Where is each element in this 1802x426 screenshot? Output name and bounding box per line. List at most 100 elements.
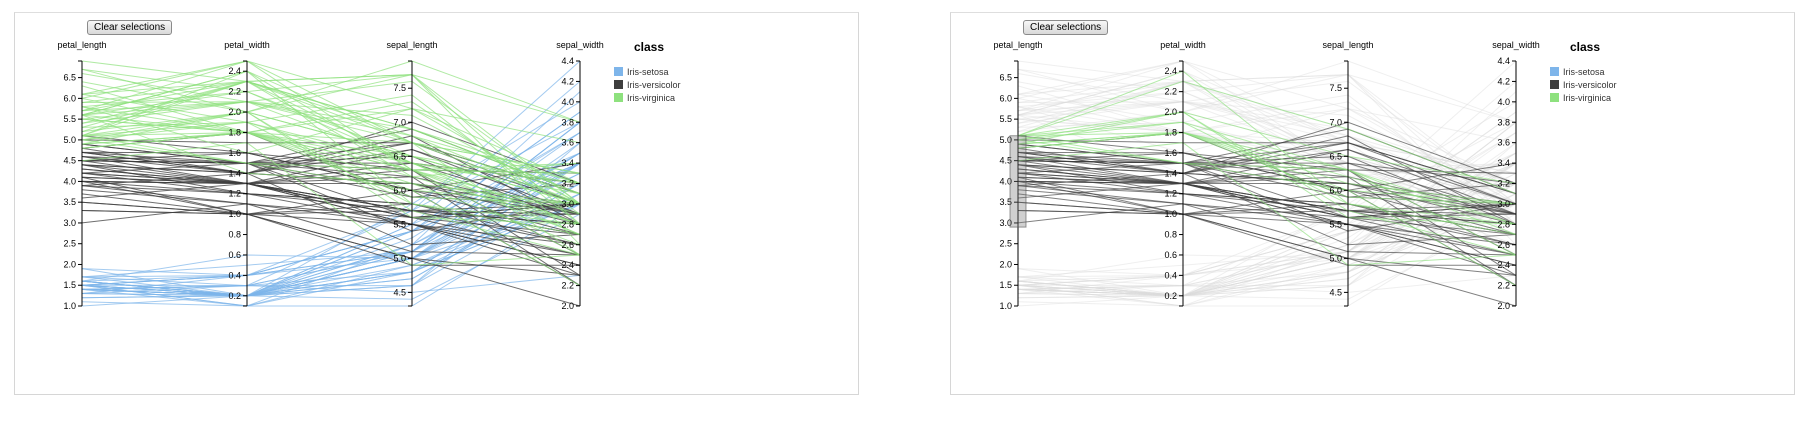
tick-label: 5.0	[63, 135, 76, 145]
clear-selections-button[interactable]: Clear selections	[87, 20, 173, 35]
tick-label: 0.6	[1164, 250, 1177, 260]
legend-swatch	[1550, 93, 1559, 102]
data-line	[81, 164, 581, 246]
polylines	[1017, 60, 1517, 307]
axis-title: sepal_length	[1322, 40, 1373, 50]
axis-sepal-length[interactable]: 4.5 5.0 5.5 6.0 6.5 7.0 7.5 sepal_length	[386, 40, 438, 307]
legend-swatch	[614, 80, 623, 89]
parallel-coordinates-chart[interactable]: 1.0 1.5 2.0 2.5 3.0 3.5 4.0 4.5 5.0 5.5 6.0 6.5 peta…	[15, 13, 860, 396]
legend-item[interactable]: Iris-virginica	[627, 93, 675, 103]
data-line	[81, 139, 581, 287]
tick-label: 3.4	[1497, 158, 1510, 168]
axis-petal-length[interactable]: 1.0 1.5 2.0 2.5 3.0 3.5 4.0 4.5 5.0 5.5 6.0 6.5 peta…	[57, 40, 106, 311]
data-line	[81, 180, 581, 246]
chart-panel-right: Clear selections 1.0 1.5 2.0 2.5 3.0 3.5 4.0 4.…	[950, 12, 1795, 395]
data-line	[81, 131, 581, 205]
tick-label: 7.5	[1329, 83, 1342, 93]
tick-label: 0.4	[1164, 270, 1177, 280]
tick-label: 1.2	[1164, 189, 1177, 199]
tick-label: 4.5	[1329, 287, 1342, 297]
data-line	[1017, 121, 1517, 287]
polylines	[81, 60, 581, 307]
data-line	[1017, 210, 1517, 276]
legend-item[interactable]: Iris-setosa	[627, 67, 669, 77]
tick-label: 5.5	[393, 219, 406, 229]
tick-label: 1.8	[228, 127, 241, 137]
data-line	[81, 193, 581, 266]
tick-label: 5.5	[999, 114, 1012, 124]
tick-label: 2.4	[1164, 66, 1177, 76]
data-line	[81, 203, 581, 256]
data-line	[81, 106, 581, 205]
data-line	[1017, 203, 1517, 256]
parallel-coordinates-chart[interactable]: 1.0 1.5 2.0 2.5 3.0 3.5 4.0 4.5 5.0 5.5 6.0 6.5 peta…	[951, 13, 1796, 396]
data-line	[81, 114, 581, 246]
data-line	[81, 68, 581, 225]
data-line	[81, 80, 581, 205]
tick-label: 6.5	[393, 151, 406, 161]
data-line	[81, 70, 581, 195]
data-line	[1017, 121, 1517, 276]
tick-label: 1.6	[228, 148, 241, 158]
tick-label: 4.0	[63, 176, 76, 186]
tick-label: 7.5	[393, 83, 406, 93]
legend-item[interactable]: Iris-setosa	[1563, 67, 1605, 77]
tick-label: 6.0	[393, 185, 406, 195]
data-line	[1017, 172, 1517, 212]
tick-label: 2.0	[561, 301, 574, 311]
tick-label: 4.4	[1497, 56, 1510, 66]
axis-sepal-width[interactable]: 2.0 2.2 2.4 2.6 2.8 3.0 3.2 3.4 3.6 3.8 4.0 4.2 4.4 s…	[556, 40, 604, 311]
tick-label: 1.0	[228, 209, 241, 219]
tick-label: 4.5	[999, 156, 1012, 166]
legend-item[interactable]: Iris-virginica	[1563, 93, 1611, 103]
data-line	[81, 121, 581, 297]
axis-petal-width[interactable]: 0.2 0.4 0.6 0.8 1.0 1.2 1.4 1.6 1.8 2.0 2.2 2.4 peta…	[224, 40, 270, 307]
data-line	[1017, 121, 1517, 297]
axis-title: petal_length	[57, 40, 106, 50]
tick-label: 2.0	[63, 259, 76, 269]
tick-label: 3.5	[63, 197, 76, 207]
tick-label: 3.2	[561, 179, 574, 189]
data-line	[1017, 152, 1517, 282]
data-line	[1017, 70, 1517, 171]
brush-selection[interactable]	[1009, 135, 1027, 228]
tick-label: 1.0	[1164, 209, 1177, 219]
data-line	[81, 201, 581, 246]
tick-label: 4.0	[1497, 97, 1510, 107]
data-line	[81, 60, 581, 123]
legend-item[interactable]: Iris-versicolor	[627, 80, 681, 90]
data-line	[1017, 142, 1517, 195]
chart-panel-left: Clear selections 1.0 1.5 2.0 2.5 3.0 3.5 4.0 4.…	[14, 12, 859, 395]
legend-item[interactable]: Iris-versicolor	[1563, 80, 1617, 90]
tick-label: 2.6	[561, 240, 574, 250]
axis-sepal-length[interactable]: 4.5 5.0 5.5 6.0 6.5 7.0 7.5 sepal_length	[1322, 40, 1374, 307]
data-line	[1017, 60, 1517, 123]
tick-label: 4.5	[63, 156, 76, 166]
data-line	[1017, 106, 1517, 205]
data-line	[1017, 80, 1517, 195]
data-line	[81, 121, 581, 235]
data-line	[81, 176, 581, 225]
tick-label: 2.2	[228, 87, 241, 97]
data-line	[1017, 164, 1517, 276]
axis-petal-length[interactable]: 1.0 1.5 2.0 2.5 3.0 3.5 4.0 4.5 5.0 5.5 6.0 6.5 peta…	[993, 40, 1042, 311]
clear-selections-button[interactable]: Clear selections	[1023, 20, 1109, 35]
axis-sepal-width[interactable]: 2.0 2.2 2.4 2.6 2.8 3.0 3.2 3.4 3.6 3.8 4.0 4.2 4.4 s…	[1492, 40, 1540, 311]
tick-label: 5.5	[63, 114, 76, 124]
data-line	[1017, 193, 1517, 307]
data-line	[1017, 85, 1517, 215]
data-line	[1017, 203, 1517, 307]
tick-label: 2.6	[1497, 240, 1510, 250]
data-line	[1017, 121, 1517, 287]
data-line	[1017, 132, 1517, 286]
tick-label: 3.0	[63, 218, 76, 228]
legend: class Iris-setosa Iris-versicolor Iris-virg…	[614, 40, 681, 103]
tick-label: 2.5	[63, 239, 76, 249]
data-line	[81, 168, 581, 215]
data-line	[1017, 121, 1517, 256]
data-line	[81, 164, 581, 276]
axis-petal-width[interactable]: 0.2 0.4 0.6 0.8 1.0 1.2 1.4 1.6 1.8 2.0 2.2 2.4 peta…	[1160, 40, 1206, 307]
data-line	[1017, 68, 1517, 123]
data-line	[1017, 139, 1517, 205]
tick-label: 2.4	[228, 66, 241, 76]
